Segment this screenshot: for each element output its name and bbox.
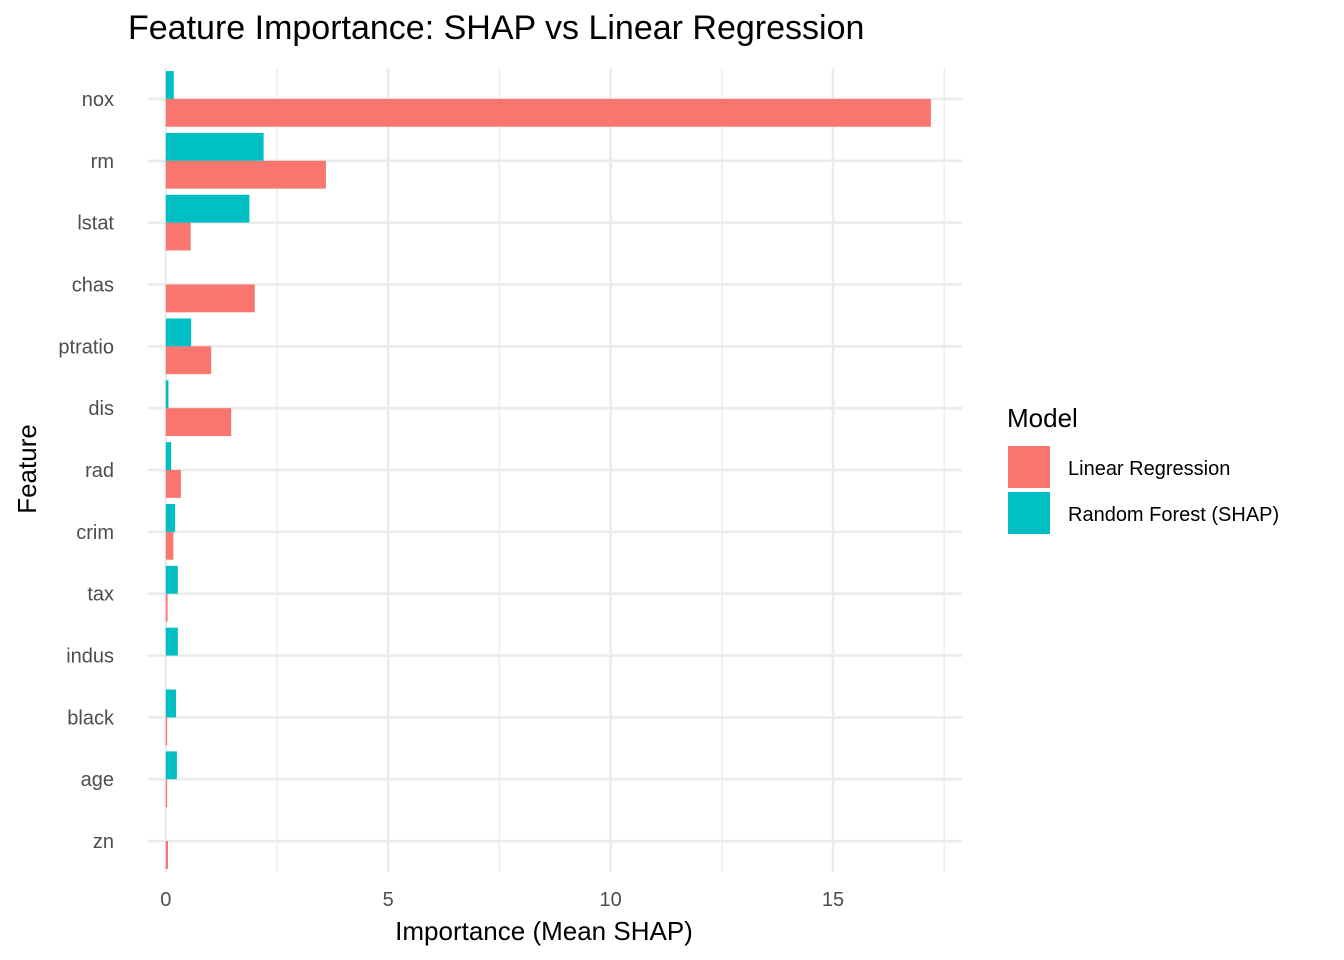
- bar-random-forest-shap-dis: [165, 380, 169, 409]
- legend-swatch: [1008, 446, 1050, 488]
- y-tick-label: age: [81, 769, 114, 791]
- bar-random-forest-shap-indus: [165, 627, 178, 656]
- legend-swatch: [1008, 492, 1050, 534]
- y-tick-label: dis: [88, 398, 114, 420]
- y-axis-title: Feature: [12, 424, 42, 514]
- y-tick-label: black: [67, 707, 115, 729]
- y-tick-label: ptratio: [58, 336, 114, 358]
- y-tick-label: nox: [82, 89, 114, 111]
- bar-random-forest-shap-rad: [165, 442, 172, 470]
- y-tick-label: rad: [85, 460, 114, 482]
- y-tick-label: zn: [93, 831, 114, 853]
- bar-random-forest-shap-black: [165, 689, 177, 718]
- bar-random-forest-shap-lstat: [165, 194, 250, 223]
- x-axis-title: Importance (Mean SHAP): [395, 916, 693, 946]
- x-tick-label: 5: [383, 889, 394, 911]
- bar-linear-regression-rad: [165, 470, 181, 498]
- y-tick-label: crim: [76, 522, 114, 544]
- y-tick-label: chas: [72, 274, 114, 296]
- y-tick-label: tax: [87, 584, 114, 606]
- legend-label: Random Forest (SHAP): [1068, 504, 1279, 526]
- bar-linear-regression-zn: [165, 841, 169, 869]
- legend-title: Model: [1007, 403, 1078, 433]
- y-tick-labels: nox rm lstat chas ptratio dis rad crim tax indus b…: [58, 89, 115, 853]
- bar-linear-regression-ptratio: [165, 346, 212, 375]
- bar-linear-regression-nox: [165, 98, 931, 127]
- x-tick-label: 10: [599, 889, 621, 911]
- bar-linear-regression-rm: [165, 160, 326, 189]
- grid: [148, 68, 962, 872]
- bar-random-forest-shap-ptratio: [165, 318, 192, 347]
- bar-linear-regression-chas: [165, 284, 255, 313]
- bar-random-forest-shap-tax: [165, 565, 178, 594]
- x-tick-labels: 0 5 10 15: [160, 889, 844, 911]
- chart-title: Feature Importance: SHAP vs Linear Regre…: [128, 9, 864, 47]
- legend-items: Linear Regression Random Forest (SHAP): [1008, 446, 1279, 534]
- bar-linear-regression-age: [165, 779, 168, 808]
- bar-random-forest-shap-age: [165, 751, 177, 780]
- bar-random-forest-shap-rm: [165, 132, 264, 161]
- bar-random-forest-shap-nox: [165, 71, 174, 99]
- bar-linear-regression-lstat: [165, 222, 191, 251]
- y-tick-label: indus: [66, 646, 114, 668]
- bar-linear-regression-dis: [165, 408, 232, 436]
- legend: Model Linear Regression Random Forest (SH…: [1007, 403, 1279, 534]
- bars: [165, 71, 931, 869]
- x-tick-label: 15: [822, 889, 844, 911]
- bar-linear-regression-black: [165, 717, 168, 746]
- y-tick-label: lstat: [77, 213, 114, 235]
- bar-random-forest-shap-crim: [165, 504, 176, 532]
- bar-linear-regression-tax: [165, 593, 168, 622]
- y-tick-label: rm: [91, 151, 114, 173]
- bar-linear-regression-crim: [165, 531, 174, 560]
- x-tick-label: 0: [160, 889, 171, 911]
- legend-label: Linear Regression: [1068, 458, 1230, 480]
